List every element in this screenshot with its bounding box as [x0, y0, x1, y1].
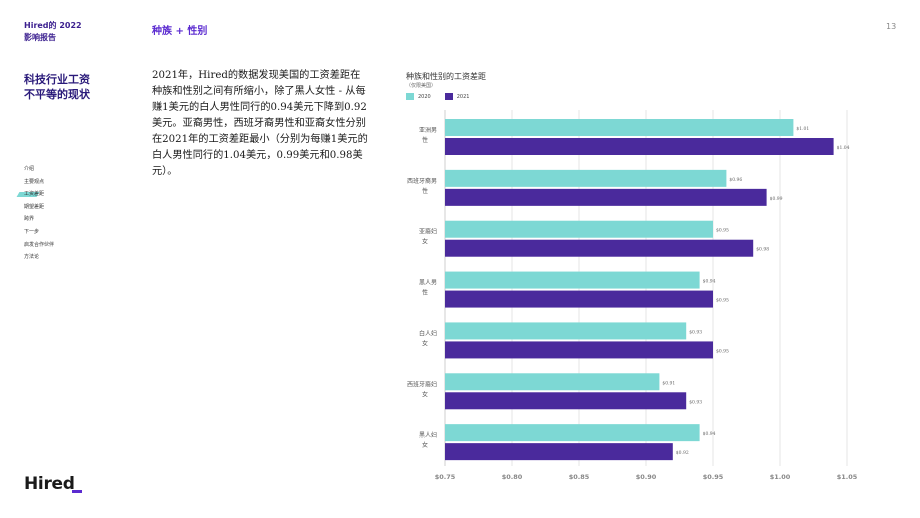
- value-label: $1.01: [796, 126, 809, 132]
- value-label: $0.91: [662, 380, 675, 386]
- nav-item-5[interactable]: 跨界: [24, 213, 104, 226]
- category-label: 女: [422, 441, 428, 449]
- legend-label-2021: 2021: [456, 93, 470, 100]
- nav-item-label: 跨界: [24, 216, 35, 223]
- bar-2020: [445, 220, 713, 238]
- chart-subtitle: （仅限美国）: [406, 83, 437, 89]
- bar-2021: [445, 290, 713, 308]
- legend-swatch-2020: [406, 93, 414, 100]
- legend-item-2021: 2021: [444, 93, 470, 100]
- value-label: $1.04: [837, 145, 850, 151]
- bar-2020: [445, 373, 660, 391]
- x-tick-label: $0.80: [502, 473, 523, 481]
- category-label: 性: [422, 187, 428, 195]
- category-label: 西班牙裔男: [407, 177, 437, 185]
- bar-2021: [445, 138, 834, 155]
- bar-2021: [445, 341, 713, 359]
- category-label: 白人妇: [419, 329, 437, 337]
- value-label: $0.95: [716, 348, 729, 354]
- nav-item-7[interactable]: 启发合作伙伴: [24, 239, 104, 252]
- category-label: 黑人妇: [419, 431, 437, 439]
- bar-2020: [445, 119, 794, 136]
- category-label: 黑人男: [419, 280, 437, 287]
- page-number: 13: [886, 22, 897, 31]
- bar-2021: [445, 392, 687, 410]
- value-label: $0.99: [770, 196, 783, 202]
- nav-item-label: 主要观点: [24, 178, 45, 185]
- body-paragraph: 2021年，Hired的数据发现美国的工资差距在种族和性别之间有所缩小，除了黑人…: [152, 70, 368, 177]
- bar-2021: [445, 188, 767, 206]
- value-label: $0.96: [729, 177, 742, 183]
- report-title: Hired的 2022 影响报告: [24, 21, 82, 42]
- category-label: 性: [422, 136, 428, 144]
- legend-swatch-2021: [444, 93, 453, 100]
- section-title: 种族 + 性别: [152, 26, 208, 37]
- bar-2020: [445, 424, 700, 442]
- value-label: $0.98: [756, 247, 769, 253]
- nav-item-label: 方法论: [24, 254, 40, 261]
- bar-2020: [445, 322, 687, 340]
- value-label: $0.95: [716, 228, 729, 234]
- x-tick-label: $1.05: [837, 473, 858, 481]
- nav-item-label: 期望差距: [24, 203, 45, 210]
- bar-2020: [445, 271, 700, 289]
- chart-title: 种族和性别的工资差距: [406, 72, 486, 81]
- x-tick-label: $0.85: [569, 473, 590, 481]
- nav-item-3[interactable]: 工资差距: [24, 188, 104, 201]
- nav-item-label: 下一步: [24, 228, 40, 235]
- hired-logo: Hired: [24, 474, 75, 494]
- category-label: 亚洲男: [419, 127, 437, 134]
- nav-item-4[interactable]: 期望差距: [24, 201, 104, 214]
- nav-item-6[interactable]: 下一步: [24, 226, 104, 239]
- category-label: 女: [422, 238, 428, 246]
- value-label: $0.92: [676, 450, 689, 456]
- legend-label-2020: 2020: [418, 93, 431, 100]
- sidebar-nav: 介绍主要观点工资差距期望差距跨界下一步启发合作伙伴 方法论: [24, 163, 104, 264]
- nav-item-2[interactable]: 主要观点: [24, 176, 104, 189]
- bar-2020: [445, 169, 727, 187]
- nav-item-label: 启发合作伙伴: [24, 241, 55, 248]
- value-label: $0.95: [716, 298, 729, 304]
- category-label: 性: [422, 289, 428, 297]
- nav-item-label: 介绍: [24, 166, 35, 172]
- legend-item-2020: 2020: [406, 93, 431, 100]
- nav-item-8[interactable]: 方法论: [24, 251, 104, 264]
- bar-2021: [445, 443, 673, 461]
- x-tick-label: $0.75: [435, 473, 456, 481]
- x-tick-label: $0.90: [636, 473, 657, 481]
- value-label: $0.94: [703, 431, 716, 437]
- sidebar-heading: 科技行业工资不平等的现状: [24, 73, 90, 101]
- category-label: 西班牙裔妇: [407, 380, 437, 388]
- x-tick-label: $0.95: [703, 473, 724, 481]
- nav-item-label: 工资差距: [24, 191, 45, 198]
- nav-item-1[interactable]: 介绍: [24, 163, 104, 176]
- chart-legend: 2020 2021: [406, 93, 483, 100]
- value-label: $0.93: [689, 329, 702, 335]
- logo-underscore: [72, 490, 82, 493]
- value-label: $0.94: [703, 279, 716, 285]
- x-tick-label: $1.00: [770, 473, 791, 481]
- category-label: 女: [422, 390, 428, 398]
- bar-2021: [445, 239, 754, 257]
- category-label: 女: [422, 339, 428, 347]
- value-label: $0.93: [689, 399, 702, 405]
- category-label: 亚裔妇: [419, 228, 437, 236]
